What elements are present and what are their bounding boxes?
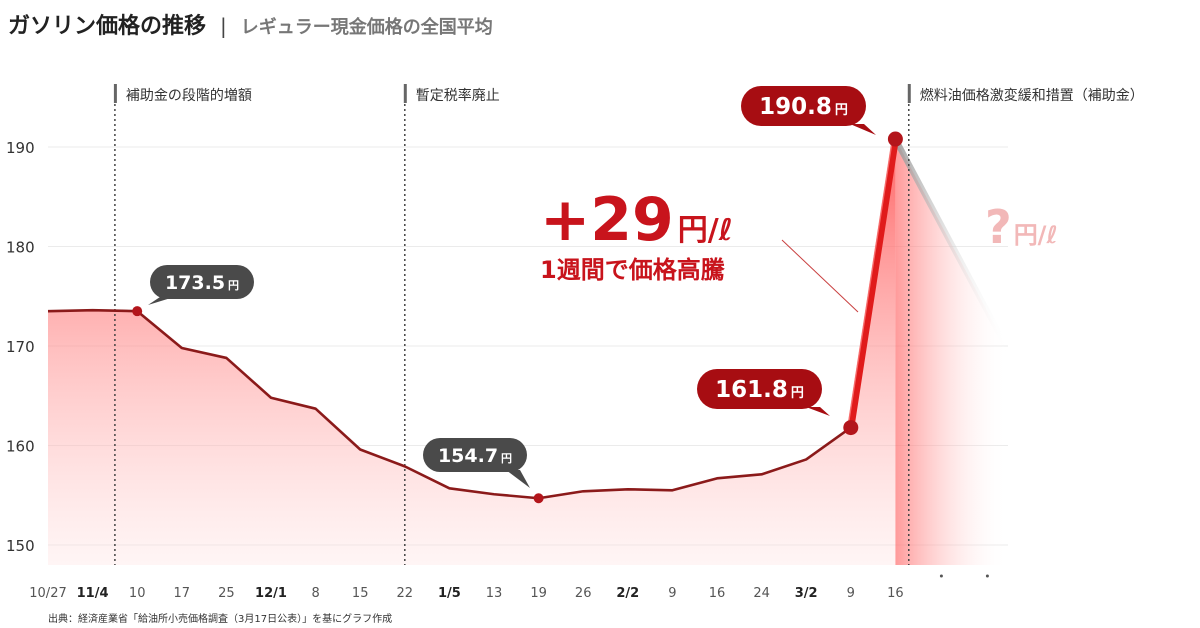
x-tick-label: 12/1	[255, 586, 287, 601]
surge-description: 1週間で価格高騰	[540, 256, 725, 284]
price-callout: 161.8 円	[697, 369, 830, 416]
projection-edge	[892, 137, 1011, 352]
x-tick-label: 24	[753, 586, 770, 601]
x-tick-label: 17	[174, 586, 191, 601]
callout-bubble	[741, 86, 866, 126]
callout-text: 161.8 円	[715, 377, 804, 403]
projection-unit: 円/ℓ	[1014, 221, 1058, 249]
area-fill	[48, 139, 896, 566]
surge-amount: +29	[540, 185, 674, 255]
callout-unit: 円	[835, 103, 848, 118]
y-tick-label: 160	[6, 438, 35, 456]
chart-subtitle: レギュラー現金価格の全国平均	[240, 17, 493, 38]
surge-leader-line	[781, 239, 859, 313]
x-tick-label: 13	[486, 586, 503, 601]
x-tick-label: 10/27	[29, 586, 66, 601]
axis-trailing-dot	[939, 574, 943, 578]
callout-unit: 円	[501, 452, 512, 465]
phase-label: 補助金の段階的増額	[126, 88, 252, 104]
callout-tail	[850, 124, 876, 135]
data-point-marker	[843, 420, 859, 436]
callout-text: 154.7 円	[438, 445, 512, 467]
price-callout: 154.7 円	[423, 438, 530, 488]
phase-bar	[113, 84, 117, 103]
phase-bar	[403, 84, 407, 103]
callout-tail	[506, 470, 530, 488]
callout-bubble	[150, 265, 254, 299]
callout-value: 161.8	[715, 377, 788, 403]
callout-bubble	[697, 369, 822, 409]
data-point-marker	[533, 493, 544, 504]
callout-tail	[806, 407, 830, 416]
source-note: 出典：経済産業省「給油所小売価格調査（3月17日公表）」を基にグラフ作成	[48, 614, 393, 625]
x-tick-label: 9	[847, 586, 855, 601]
x-tick-label: 22	[397, 586, 414, 601]
x-tick-label: 3/2	[795, 586, 818, 601]
callout-value: 190.8	[759, 94, 832, 120]
callout-bubble	[423, 438, 527, 472]
y-tick-label: 170	[6, 338, 35, 356]
surge-highlight	[847, 138, 894, 428]
axis-trailing-dot	[985, 574, 989, 578]
phase-bar	[907, 84, 911, 103]
data-point-marker	[887, 131, 903, 147]
y-tick-label: 180	[6, 239, 35, 257]
phase-label: 燃料油価格激変緩和措置（補助金）	[920, 87, 1144, 104]
x-tick-label: 9	[668, 586, 676, 601]
x-tick-label: 10	[129, 586, 146, 601]
callout-text: 190.8 円	[759, 94, 848, 120]
x-tick-label: 26	[575, 586, 592, 601]
surge-unit: 円/ℓ	[678, 213, 733, 248]
callout-value: 154.7	[438, 445, 498, 467]
surge-amount-label: +29 円/ℓ	[540, 185, 733, 255]
x-tick-label: 15	[352, 586, 369, 601]
x-tick-label: 11/4	[77, 586, 109, 601]
y-tick-label: 190	[6, 139, 35, 157]
price-line	[47, 308, 852, 500]
callout-value: 173.5	[165, 272, 225, 294]
callout-text: 173.5 円	[165, 272, 239, 294]
callout-unit: 円	[791, 386, 804, 401]
x-tick-label: 16	[709, 586, 726, 601]
title-row: ガソリン価格の推移 | レギュラー現金価格の全国平均	[8, 8, 493, 39]
x-tick-label: 25	[218, 586, 235, 601]
price-callout: 173.5 円	[148, 265, 254, 305]
x-tick-label: 19	[530, 586, 547, 601]
price-callout: 190.8 円	[741, 86, 876, 135]
projection-question: ?	[985, 200, 1012, 254]
title-separator: |	[220, 14, 227, 38]
chart-title: ガソリン価格の推移	[8, 14, 207, 39]
phase-label: 暫定税率廃止	[416, 87, 500, 104]
callout-unit: 円	[228, 279, 239, 292]
projection-label: ?円/ℓ	[985, 200, 1058, 254]
data-point-marker	[132, 306, 143, 317]
x-tick-label: 2/2	[616, 586, 639, 601]
surge-line	[847, 135, 899, 432]
projection-area	[895, 139, 1008, 566]
x-tick-label: 16	[887, 586, 904, 601]
y-tick-label: 150	[6, 537, 35, 555]
x-tick-label: 1/5	[438, 586, 461, 601]
x-tick-label: 8	[311, 586, 319, 601]
